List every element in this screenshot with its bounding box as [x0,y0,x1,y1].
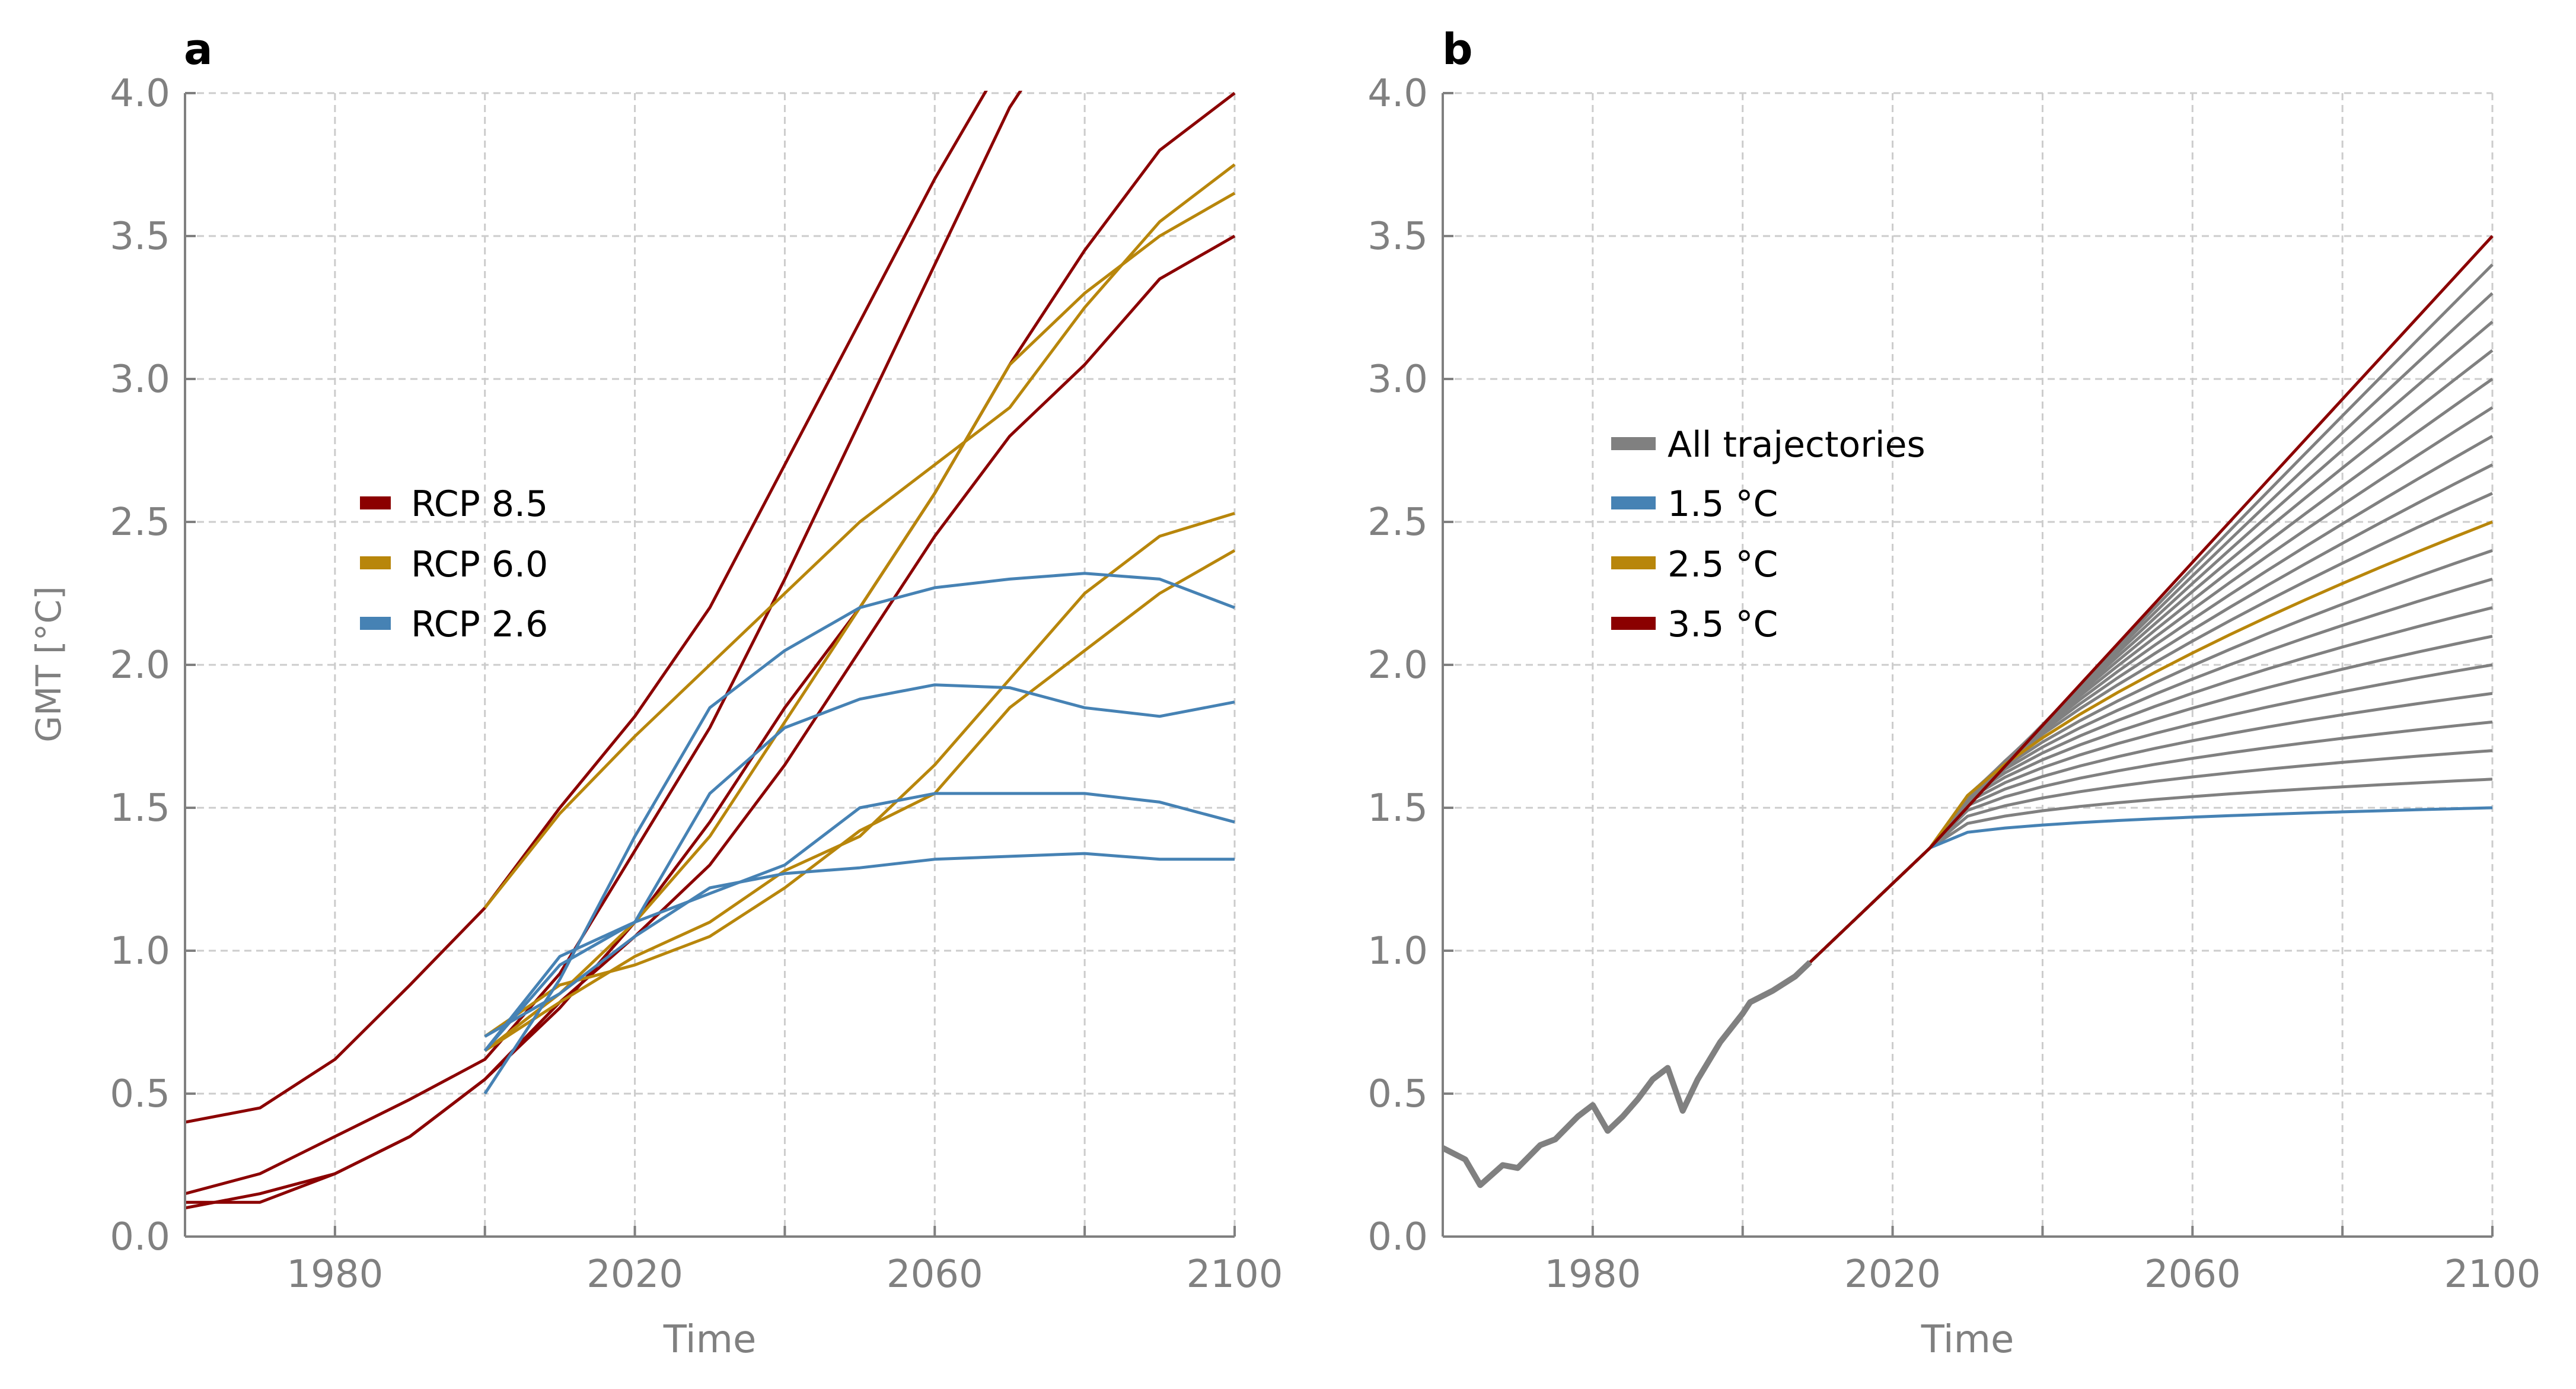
legend-label-3p5: 3.5 °C [1668,604,1778,645]
highlighted-trajectory-rcp26 [1809,806,2493,964]
series-line-rcp26-9 [483,683,1235,1052]
panel-b-grid [1443,92,2494,1238]
legend-swatch-rcp60 [360,556,391,569]
y-tick-label: 3.5 [110,215,170,259]
y-tick-label: 2.0 [1367,643,1428,687]
panel-a-axes: 0.0 0.5 1.0 1.5 2.0 2.5 3.0 3.5 4.0 1980 2020 2060 2… [110,72,1283,1296]
series-line-rcp85-0 [185,91,988,1124]
y-tick-label: 3.5 [1367,215,1428,259]
panel-a: a 0.0 0.5 1.0 1.5 2.0 2.5 3.0 3.5 4.0 1980 2020 206… [28,24,1283,1362]
y-tick-label: 3.0 [110,358,170,402]
x-tick-label: 2020 [586,1253,683,1296]
y-tick-label: 2.5 [110,501,170,544]
trajectory-line-19 [1809,263,2494,964]
y-tick-label: 1.0 [1367,929,1428,973]
y-tick-label: 4.0 [1367,72,1428,116]
y-tick-label: 1.5 [110,786,170,830]
y-tick-label: 3.0 [1367,358,1428,402]
y-tick-label: 0.5 [110,1072,170,1116]
trajectory-line-5 [1809,663,2493,964]
x-tick-label: 2100 [1187,1253,1283,1296]
panel-a-xlabel: Time [663,1318,757,1362]
series-line-rcp60-4 [483,163,1236,909]
historical-line [1443,960,1812,1189]
series-line-rcp85-2 [185,92,1236,1204]
panel-b-lines [1443,235,2494,1189]
panel-a-lines [185,91,1236,1210]
series-line-rcp26-10 [483,792,1235,1052]
legend-label-2p5: 2.5 °C [1668,544,1778,585]
legend-swatch-1p5 [1611,496,1656,509]
x-tick-label: 2020 [1844,1253,1941,1296]
series-line-rcp26-11 [484,852,1235,1038]
panel-b-letter: b [1442,24,1473,74]
panel-b: b 0.0 0.5 1.0 1.5 2.0 2.5 3.0 3.5 4.0 1980 2020 206… [1367,24,2540,1362]
legend-swatch-3p5 [1611,617,1656,630]
series-line-rcp85-1 [185,91,1023,1196]
legend-label-rcp85: RCP 8.5 [411,483,548,525]
legend-label-rcp60: RCP 6.0 [411,544,548,585]
y-tick-label: 2.0 [110,643,170,687]
x-tick-label: 1980 [1544,1253,1641,1296]
highlighted-trajectory-rcp85 [1809,235,2494,964]
legend-swatch-2p5 [1611,556,1656,569]
y-tick-label: 1.5 [1367,786,1428,830]
legend-swatch-rcp26 [360,617,391,630]
trajectory-line-8 [1809,578,2493,964]
y-tick-label: 4.0 [110,72,170,116]
x-tick-label: 2100 [2444,1253,2541,1296]
legend-label-all: All trajectories [1668,424,1925,466]
trajectory-line-2 [1809,749,2493,964]
y-tick-label: 0.5 [1367,1072,1428,1116]
panel-b-axes: 0.0 0.5 1.0 1.5 2.0 2.5 3.0 3.5 4.0 1980 2020 2060 2… [1367,72,2540,1296]
legend-swatch-all [1611,437,1656,450]
panel-a-letter: a [184,24,213,74]
y-tick-label: 1.0 [110,929,170,973]
panel-b-legend: All trajectories 1.5 °C 2.5 °C 3.5 °C [1611,424,1925,645]
trajectory-line-1 [1809,778,2493,964]
panel-b-xlabel: Time [1921,1318,2014,1362]
series-line-rcp26-8 [483,572,1235,1095]
y-tick-label: 0.0 [110,1215,170,1259]
series-line-rcp60-7 [484,549,1236,1038]
panel-a-ylabel: GMT [°C] [28,586,69,743]
x-tick-label: 2060 [887,1253,983,1296]
legend-label-rcp26: RCP 2.6 [411,604,548,645]
panel-a-legend: RCP 8.5 RCP 6.0 RCP 2.6 [360,483,548,645]
legend-swatch-rcp85 [360,496,391,509]
trajectory-line-13 [1809,435,2494,964]
trajectory-line-15 [1809,377,2494,964]
y-tick-label: 0.0 [1367,1215,1428,1259]
series-line-rcp85-3 [185,234,1236,1210]
legend-label-1p5: 1.5 °C [1668,483,1778,525]
x-tick-label: 1980 [286,1253,383,1296]
y-tick-label: 2.5 [1367,501,1428,544]
x-tick-label: 2060 [2144,1253,2241,1296]
